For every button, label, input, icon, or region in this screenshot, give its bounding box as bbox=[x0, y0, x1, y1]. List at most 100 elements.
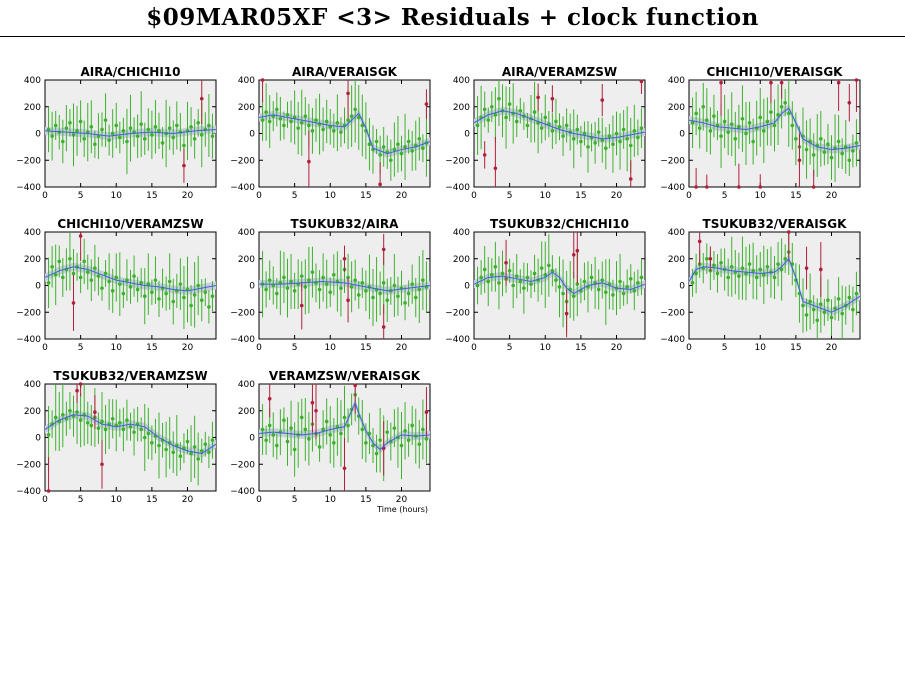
data-point bbox=[754, 275, 759, 280]
y-tick-label: 0 bbox=[249, 282, 255, 292]
data-point bbox=[618, 279, 622, 284]
data-point bbox=[783, 100, 787, 105]
data-point bbox=[275, 291, 279, 296]
data-point bbox=[532, 271, 537, 276]
data-point bbox=[332, 129, 336, 133]
data-point bbox=[493, 112, 498, 117]
data-point bbox=[829, 155, 834, 160]
data-point bbox=[153, 125, 158, 129]
data-point bbox=[278, 116, 283, 121]
data-point bbox=[96, 274, 101, 278]
data-point bbox=[46, 127, 51, 132]
data-point bbox=[490, 104, 494, 109]
data-point bbox=[189, 125, 193, 129]
data-point bbox=[514, 274, 519, 278]
data-point bbox=[321, 427, 325, 432]
data-point bbox=[125, 139, 129, 144]
data-point bbox=[203, 290, 208, 294]
data-point bbox=[196, 121, 200, 125]
data-point bbox=[564, 123, 569, 128]
x-tick-label: 5 bbox=[292, 495, 298, 505]
data-point bbox=[192, 445, 197, 449]
data-point bbox=[406, 139, 411, 144]
data-point bbox=[744, 131, 748, 136]
data-point bbox=[68, 408, 72, 413]
data-point bbox=[328, 290, 333, 294]
x-tick-label: 20 bbox=[396, 191, 408, 201]
x-tick-label: 0 bbox=[42, 343, 48, 353]
flagged-point bbox=[314, 408, 318, 413]
flagged-point bbox=[260, 78, 265, 82]
data-point bbox=[758, 267, 763, 272]
data-point bbox=[575, 127, 580, 132]
data-point bbox=[410, 423, 414, 428]
x-tick-label: 20 bbox=[826, 191, 838, 201]
clock-function-line bbox=[473, 271, 646, 295]
data-point bbox=[786, 111, 791, 116]
data-point bbox=[493, 264, 498, 269]
data-point bbox=[690, 281, 695, 285]
data-point bbox=[53, 123, 58, 128]
data-point bbox=[719, 134, 723, 138]
x-tick-label: 0 bbox=[42, 495, 48, 505]
y-tick-label: −400 bbox=[16, 183, 41, 193]
data-point bbox=[410, 149, 414, 153]
y-tick-label: −400 bbox=[16, 335, 41, 345]
title-divider bbox=[0, 36, 905, 37]
data-point bbox=[539, 126, 544, 130]
data-point bbox=[385, 430, 390, 434]
data-point bbox=[71, 271, 76, 276]
data-point bbox=[196, 457, 200, 461]
data-point bbox=[85, 420, 90, 425]
data-point bbox=[107, 279, 111, 284]
data-point bbox=[762, 129, 766, 133]
data-point bbox=[417, 137, 422, 141]
data-point bbox=[729, 122, 734, 126]
data-point bbox=[497, 96, 501, 101]
data-point bbox=[740, 266, 745, 270]
data-point bbox=[64, 126, 69, 130]
data-point bbox=[507, 268, 512, 273]
x-tick-label: 15 bbox=[146, 495, 157, 505]
y-tick-label: 0 bbox=[679, 282, 685, 292]
data-point bbox=[851, 307, 855, 312]
y-tick-label: 400 bbox=[238, 76, 255, 86]
data-point bbox=[575, 282, 580, 286]
data-point bbox=[292, 289, 297, 293]
flagged-point bbox=[199, 96, 204, 101]
data-point bbox=[367, 142, 372, 146]
y-tick-label: −400 bbox=[445, 335, 470, 345]
data-point bbox=[339, 286, 343, 290]
data-point bbox=[607, 134, 612, 138]
flagged-point bbox=[797, 158, 802, 163]
data-point bbox=[371, 443, 375, 448]
data-point bbox=[285, 112, 290, 117]
data-point bbox=[324, 119, 329, 124]
flagged-point bbox=[307, 159, 311, 164]
data-point bbox=[561, 134, 565, 138]
data-point bbox=[207, 450, 211, 455]
y-tick-label: −200 bbox=[16, 308, 41, 318]
data-point bbox=[182, 143, 186, 148]
data-point bbox=[360, 281, 365, 285]
x-tick-label: 20 bbox=[611, 191, 623, 201]
data-point bbox=[518, 279, 523, 284]
data-point bbox=[417, 287, 422, 292]
data-point bbox=[554, 119, 558, 124]
data-point bbox=[185, 439, 190, 444]
x-tick-label: 0 bbox=[256, 191, 262, 201]
data-point bbox=[779, 267, 784, 272]
flagged-point bbox=[424, 410, 429, 414]
flagged-point bbox=[342, 256, 347, 261]
x-tick-label: 10 bbox=[325, 495, 337, 505]
data-point bbox=[719, 260, 723, 265]
data-point bbox=[346, 118, 350, 122]
data-point bbox=[403, 429, 407, 433]
y-tick-label: −400 bbox=[230, 183, 255, 193]
flagged-point bbox=[769, 80, 773, 85]
data-point bbox=[557, 285, 562, 289]
data-point bbox=[808, 299, 812, 304]
